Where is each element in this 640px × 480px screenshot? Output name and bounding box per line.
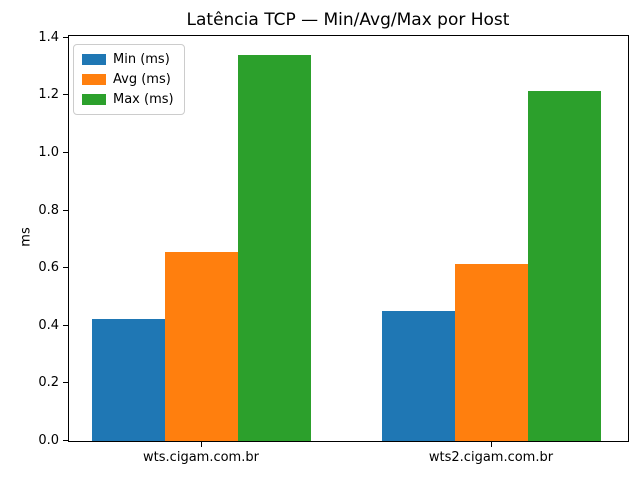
y-tick-mark <box>63 209 68 211</box>
bar-avg-0 <box>164 252 238 441</box>
legend-label: Max (ms) <box>113 92 174 107</box>
y-tick-mark <box>63 267 68 269</box>
legend-item: Max (ms) <box>82 92 174 107</box>
x-tick-mark <box>491 442 492 447</box>
y-tick-label: 1.2 <box>38 87 59 103</box>
y-tick-label: 1.4 <box>38 29 59 45</box>
y-tick-label: 0.6 <box>38 259 59 275</box>
legend: Min (ms) Avg (ms) Max (ms) <box>73 44 185 115</box>
chart-title: Latência TCP — Min/Avg/Max por Host <box>186 10 510 30</box>
y-tick-label: 1.0 <box>38 144 59 160</box>
y-tick-mark <box>63 382 68 384</box>
y-tick-mark <box>63 324 68 326</box>
y-tick-label: 0.0 <box>38 432 59 448</box>
y-tick-label: 0.4 <box>38 317 59 333</box>
y-tick-mark <box>63 36 68 38</box>
legend-swatch <box>82 74 106 85</box>
y-axis-label: ms <box>18 227 34 247</box>
plot-area: Min (ms) Avg (ms) Max (ms) 0.0 0.2 0.4 0.6 0.8… <box>38 30 629 465</box>
y-tick-label: 0.2 <box>38 375 59 391</box>
y-tick-label: 0.8 <box>38 202 59 218</box>
legend-item: Avg (ms) <box>82 72 174 87</box>
legend-swatch <box>82 54 106 65</box>
bar-min-1 <box>381 311 455 441</box>
bar-max-0 <box>237 55 311 441</box>
bar-min-0 <box>91 319 165 441</box>
y-tick-mark <box>63 94 68 96</box>
legend-label: Min (ms) <box>113 52 170 67</box>
bar-avg-1 <box>454 264 528 441</box>
y-tick-mark <box>63 152 68 153</box>
legend-label: Avg (ms) <box>113 72 171 87</box>
legend-swatch <box>82 94 106 105</box>
y-tick-mark <box>63 440 68 441</box>
legend-item: Min (ms) <box>82 52 174 67</box>
x-tick-label: wts2.cigam.com.br <box>428 450 554 465</box>
bar-max-1 <box>527 91 601 441</box>
x-tick-label: wts.cigam.com.br <box>143 450 259 465</box>
x-tick-mark <box>201 442 202 447</box>
